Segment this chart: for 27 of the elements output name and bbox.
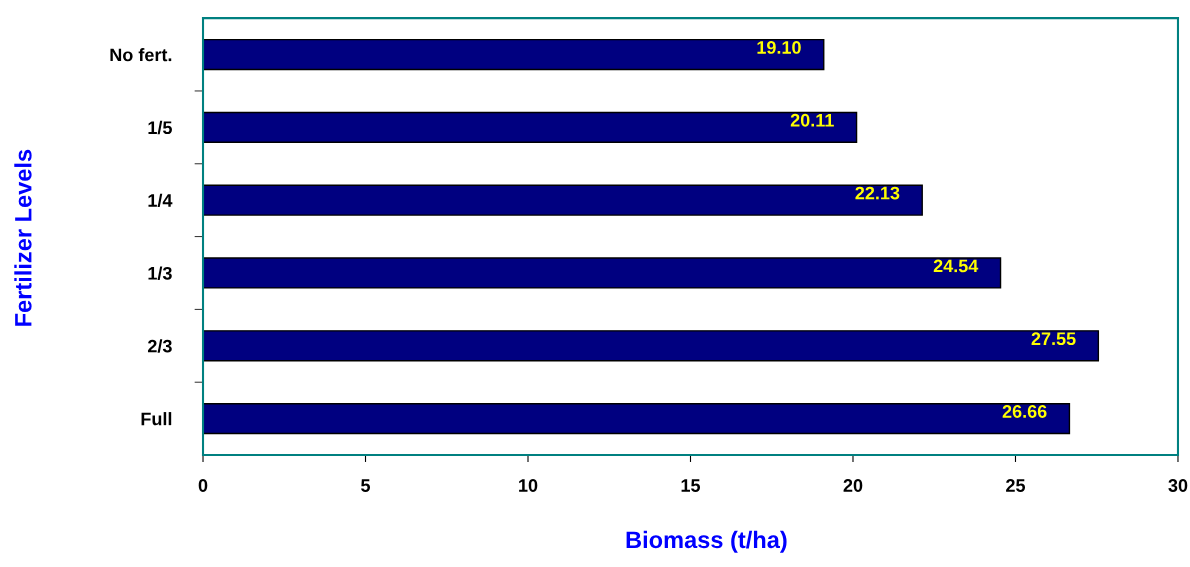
bar <box>203 111 858 143</box>
y-tick-label: 1/4 <box>148 193 173 208</box>
x-tick-label: 20 <box>843 479 863 492</box>
x-tick-label: 10 <box>519 479 538 492</box>
y-tick-label: 1/3 <box>148 266 172 280</box>
data-label: 19.10 <box>757 41 801 54</box>
x-tick-label: 15 <box>681 479 701 492</box>
x-tick-label: 25 <box>1006 479 1026 492</box>
y-tick-label: No fert. <box>110 48 172 62</box>
bar <box>203 257 1002 289</box>
data-label: 24.54 <box>933 259 979 273</box>
x-tick-label: 0 <box>198 479 208 492</box>
bar <box>203 402 1071 435</box>
data-label: 27.55 <box>1031 332 1076 346</box>
y-tick-label: 2/3 <box>147 339 172 353</box>
y-tick-label: 1/5 <box>148 120 172 135</box>
data-label: 26.66 <box>1002 405 1047 418</box>
bar <box>203 330 1100 362</box>
data-label: 22.13 <box>855 186 900 200</box>
y-tick-label: Full <box>141 412 172 426</box>
x-tick-label: 30 <box>1168 479 1188 492</box>
y-axis-title: Fertilizer Levels <box>14 149 32 326</box>
bar <box>203 38 825 71</box>
data-label: 20.11 <box>790 113 834 127</box>
x-axis-title: Biomass (t/ha) <box>626 530 787 553</box>
bar <box>203 184 923 216</box>
x-tick-label: 5 <box>361 479 371 492</box>
